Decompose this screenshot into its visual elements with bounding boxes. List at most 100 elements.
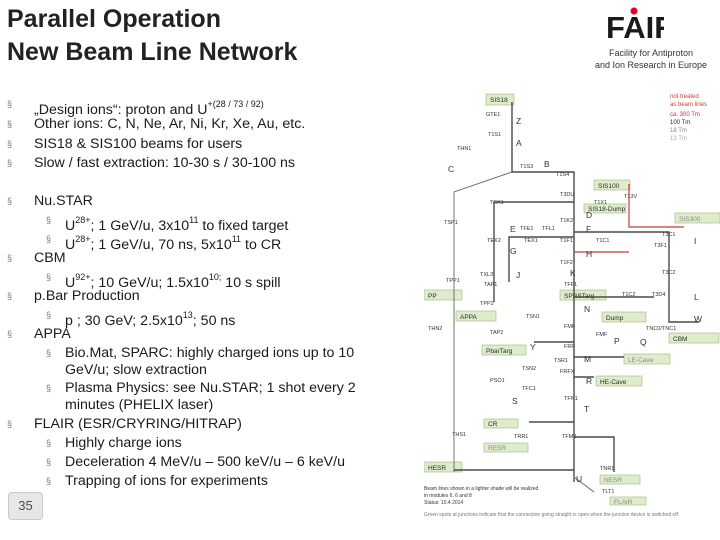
node-t3c2: T3C2 [662,270,675,276]
label-sis100: SIS100 [598,183,620,190]
bullet-text: APPA [34,326,71,342]
box-hecave [595,375,643,387]
node-thn2: THN2 [428,326,442,332]
line-tex [508,236,574,282]
node-tap2: TAP2 [490,330,503,336]
node-tsp1: TSP1 [444,220,458,226]
letter-c: C [448,164,454,174]
node-tsn1: TSN1 [526,314,540,320]
label-lecave: LE-Cave [628,357,654,364]
label-hesr: HESR [428,465,446,472]
node-thn1: THN1 [457,146,471,152]
sub-bullet-marker: § [46,234,52,244]
logo-caption-line-1: Facility for Antiproton [608,48,694,58]
letter-q: Q [640,337,647,347]
bullet-marker: § [7,253,13,263]
title-line-1: Parallel Operation [7,5,221,33]
logo-caption: Facility for Antiproton and Ion Research… [583,47,719,71]
sub-bullet-marker: § [46,348,52,358]
bullet-marker: § [7,419,13,429]
status-note: Beam lines shown in a lighter shade will… [424,486,538,506]
label-resr: RESR [488,445,506,452]
bullet-text: Nu.STAR [34,193,93,209]
bullet-marker: § [7,329,13,339]
node-tff1: TFF1 [564,282,577,288]
letter-y: Y [530,342,536,352]
beam-line-diagram: SIS18 SIS100 SIS18-Dump SIS300 PP APPA S… [424,93,720,506]
node-txl3: TXL3 [480,272,493,278]
bullet-text: Slow / fast extraction: 10-30 s / 30-100… [34,155,296,171]
label-flair: FLAIR [614,499,633,506]
box-dump [601,311,647,323]
bullet-text: SIS18 & SIS100 beams for users [34,136,243,152]
node-fmf: FMF [564,324,576,330]
node-tnc: TNC0/TNC1 [646,326,676,332]
bullet-text: p.Bar Production [34,288,140,304]
node-t1x1: T1X1 [594,200,607,206]
box-sprstarg [559,289,607,301]
box-nesr [599,474,641,485]
sub-bullet-marker: § [46,310,52,320]
letter-p: P [614,336,620,346]
diagram-footnote: Green spots at junctions indicate that t… [424,512,680,518]
label-appa: APPA [460,314,478,321]
node-t3c1: T3C1 [662,232,675,238]
line-sis18-sis100 [511,102,575,190]
node-t1c1: T1C1 [596,238,609,244]
letter-f: F [586,224,591,234]
letter-j: J [516,270,520,280]
node-ths1: THS1 [452,432,466,438]
node-labels: GTE1 T1S1 THN1 T1S3 T1S4 T3DU TSX1 T1X1 … [428,112,676,495]
sub-bullet-text: U28+; 1 GeV/u, 3x1011 to fixed target [65,215,289,234]
letter-t: T [584,404,589,414]
bullet-marker: § [7,139,13,149]
letter-b: B [544,159,550,169]
bullet-marker: § [7,291,13,301]
label-pbartarg: PbarTarg [486,348,513,355]
letter-n: N [584,304,590,314]
legend-as-beam-lines: as beam lines [670,102,707,108]
legend-300tm: ca. 300 Tm [670,112,700,118]
bullet-marker: § [7,158,13,168]
fair-logo-text: FAIR [606,10,664,44]
letter-labels: Z A B C D E F G H I J K L N W P Q M R S … [448,116,702,484]
label-dump: Dump [606,315,624,322]
label-hecave: HE-Cave [600,379,627,386]
letter-i: I [694,236,696,246]
box-sis300 [674,212,720,224]
line-tfm [574,436,615,472]
line-tsp [493,201,574,302]
box-sis100 [593,179,631,191]
node-tfl1: TFL1 [542,226,555,232]
sub-bullet-text: Bio.Mat, SPARC: highly charged ions up t… [65,345,355,361]
box-cr [483,418,519,429]
node-tfc1: TFC1 [522,386,536,392]
box-pbartarg [481,344,527,356]
sub-bullet-text: Trapping of ions for experiments [65,473,268,489]
page-number: 35 [18,498,33,513]
node-tfn1: TFN1 [564,396,578,402]
sub-bullet-marker: § [46,383,52,393]
bullet-marker: § [7,99,13,109]
node-tfe1: TFE1 [520,226,533,232]
status-note-line-3: Status: 10.4.2014 [424,500,463,506]
node-t3d4: T3D4 [652,292,665,298]
letter-m: M [584,354,591,364]
bullet-text: „Design ions“: proton and U+(28 / 73 / 9… [34,99,264,118]
label-nesr: NESR [604,477,622,484]
status-note-line-2: in modules 6, 6 and 8 [424,493,472,499]
status-note-line-1: Beam lines shown in a lighter shade will… [424,486,538,492]
node-tpp1: TPP1 [446,278,460,284]
beam-lines [453,102,699,493]
box-flair [609,496,647,506]
logo-red-dot [630,7,638,15]
letter-e: E [510,224,516,234]
legend-not-treated: not treated [670,94,699,100]
sub-bullet-text: Deceleration 4 MeV/u – 500 keV/u – 6 keV… [65,454,345,470]
bullet-text: CBM [34,250,66,266]
node-tex1: TEX1 [524,238,538,244]
sub-bullet-text: Highly charge ions [65,435,182,451]
node-tlt1: TLT1 [602,489,614,495]
node-t1f2: T1F2 [560,260,573,266]
letter-l: L [694,292,699,302]
